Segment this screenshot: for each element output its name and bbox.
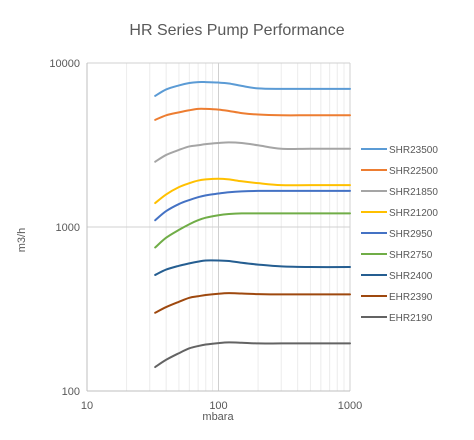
legend-label-shr21850: SHR21850 bbox=[389, 187, 438, 198]
series-line-shr23500 bbox=[154, 80, 351, 97]
y-tick-label: 100 bbox=[62, 386, 80, 398]
legend: SHR23500 SHR22500 SHR21850 SHR21200 SHR2950 S… bbox=[361, 145, 438, 324]
legend-label-shr2400: SHR2400 bbox=[389, 271, 433, 282]
x-tick-label: 10 bbox=[81, 400, 93, 412]
legend-label-shr2750: SHR2750 bbox=[389, 250, 433, 261]
legend-label-shr23500: SHR23500 bbox=[389, 145, 438, 156]
series-line-shr22500 bbox=[154, 107, 351, 121]
series-line-shr2750 bbox=[154, 212, 351, 249]
legend-label-shr21200: SHR21200 bbox=[389, 208, 438, 219]
series-line-shr2950 bbox=[154, 189, 351, 222]
series-line-shr21200 bbox=[154, 177, 351, 205]
legend-label-ehr2390: EHR2390 bbox=[389, 292, 433, 303]
x-axis-label: mbara bbox=[202, 411, 234, 423]
series-lines bbox=[154, 80, 351, 369]
chart-title: HR Series Pump Performance bbox=[129, 22, 345, 39]
y-tick-label: 10000 bbox=[49, 58, 80, 70]
series-line-ehr2390 bbox=[154, 292, 351, 314]
y-axis-label: m3/h bbox=[16, 227, 28, 253]
series-line-ehr2190 bbox=[154, 341, 351, 369]
x-tick-label: 1000 bbox=[338, 400, 362, 412]
y-tick-label: 1000 bbox=[56, 222, 80, 234]
x-tick-label: 100 bbox=[209, 400, 227, 412]
axes bbox=[86, 63, 350, 392]
grid-lines bbox=[86, 62, 351, 392]
legend-label-ehr2190: EHR2190 bbox=[389, 313, 433, 324]
series-line-shr2400 bbox=[154, 259, 351, 276]
series-line-shr21850 bbox=[154, 141, 351, 163]
legend-label-shr22500: SHR22500 bbox=[389, 166, 438, 177]
legend-label-shr2950: SHR2950 bbox=[389, 229, 433, 240]
